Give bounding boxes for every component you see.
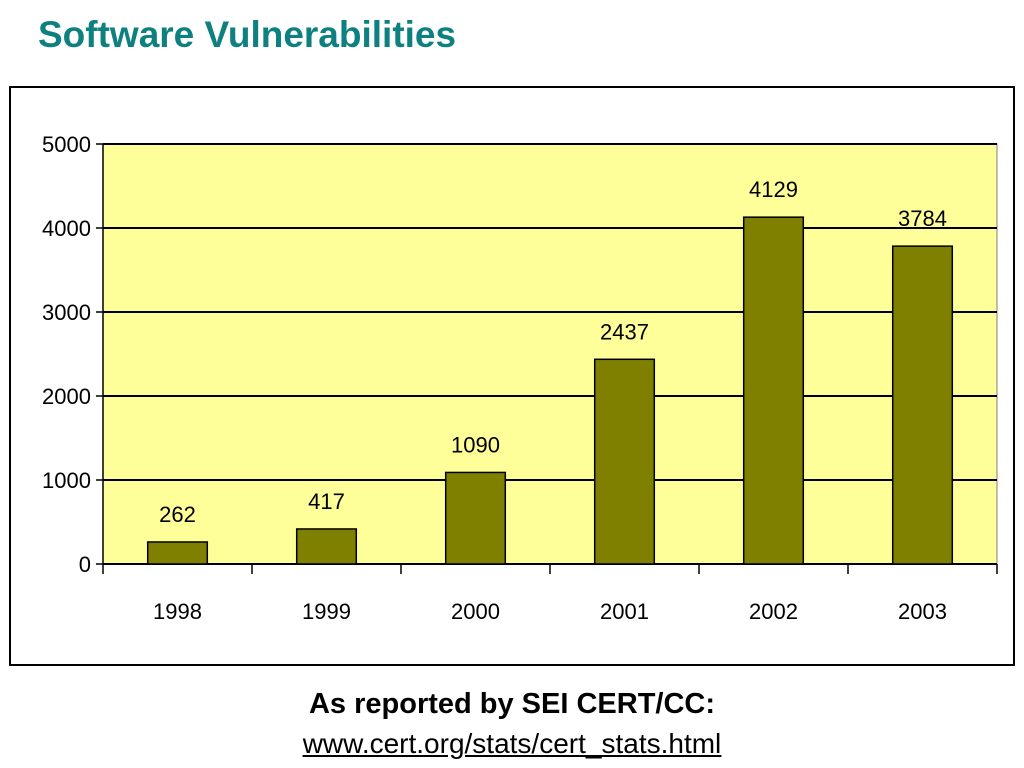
y-tick-label: 3000 — [42, 300, 91, 325]
x-tick-label-1998: 1998 — [153, 599, 202, 624]
chart-frame: 0 1000 2000 3000 4000 5000 262 1998 417 1999 1090 2… — [9, 86, 1015, 666]
data-label-2000: 1090 — [451, 432, 500, 457]
slide-title: Software Vulnerabilities — [38, 14, 457, 55]
data-label-1998: 262 — [159, 502, 196, 527]
x-tick-label-2002: 2002 — [749, 599, 798, 624]
bar-2000 — [444, 471, 507, 565]
source-caption: As reported by SEI CERT/CC: — [308, 688, 716, 720]
y-tick-label: 5000 — [42, 132, 91, 157]
bar-2003 — [891, 245, 954, 565]
x-tick-label-2000: 2000 — [451, 599, 500, 624]
x-tick-label-2001: 2001 — [600, 599, 649, 624]
plot-area — [102, 143, 998, 565]
x-tick-label-1999: 1999 — [302, 599, 351, 624]
y-tick-label: 1000 — [42, 468, 91, 493]
bar-2002 — [742, 216, 805, 565]
x-tick-label-2003: 2003 — [898, 599, 947, 624]
bar-1999 — [295, 528, 358, 565]
y-tick-label: 2000 — [42, 384, 91, 409]
bar-1998 — [146, 541, 209, 565]
data-label-1999: 417 — [308, 489, 345, 514]
data-label-2002: 4129 — [749, 177, 798, 202]
y-tick-label: 0 — [79, 552, 91, 577]
data-label-2001: 2437 — [600, 319, 649, 344]
data-label-2003: 3784 — [898, 206, 947, 231]
bar-chart: 0 1000 2000 3000 4000 5000 262 1998 417 1999 1090 2… — [42, 132, 998, 624]
y-tick-label: 4000 — [42, 216, 91, 241]
source-link[interactable]: www.cert.org/stats/cert_stats.html — [302, 728, 722, 759]
bar-2001 — [593, 358, 656, 565]
